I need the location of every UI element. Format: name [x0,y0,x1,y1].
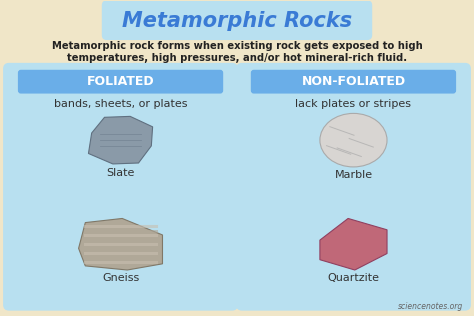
Text: sciencenotes.org: sciencenotes.org [398,302,463,311]
Text: Metamorphic rock forms when existing rock gets exposed to high: Metamorphic rock forms when existing roc… [52,41,422,51]
Polygon shape [79,218,163,270]
Text: bands, sheets, or plates: bands, sheets, or plates [54,99,187,108]
Text: NON-FOLIATED: NON-FOLIATED [301,75,406,88]
Text: Marble: Marble [334,170,373,180]
Text: FOLIATED: FOLIATED [87,75,155,88]
Ellipse shape [320,113,387,167]
Text: Slate: Slate [106,168,135,178]
FancyBboxPatch shape [236,63,471,311]
Text: Gneiss: Gneiss [102,273,139,283]
Text: Quartzite: Quartzite [328,273,380,283]
Polygon shape [320,218,387,270]
FancyBboxPatch shape [251,70,456,94]
FancyBboxPatch shape [3,63,238,311]
FancyBboxPatch shape [18,70,223,94]
Text: lack plates or stripes: lack plates or stripes [295,99,411,108]
Polygon shape [89,116,153,164]
Text: Metamorphic Rocks: Metamorphic Rocks [122,11,352,31]
Text: temperatures, high pressures, and/or hot mineral-rich fluid.: temperatures, high pressures, and/or hot… [67,53,407,63]
FancyBboxPatch shape [102,0,372,40]
